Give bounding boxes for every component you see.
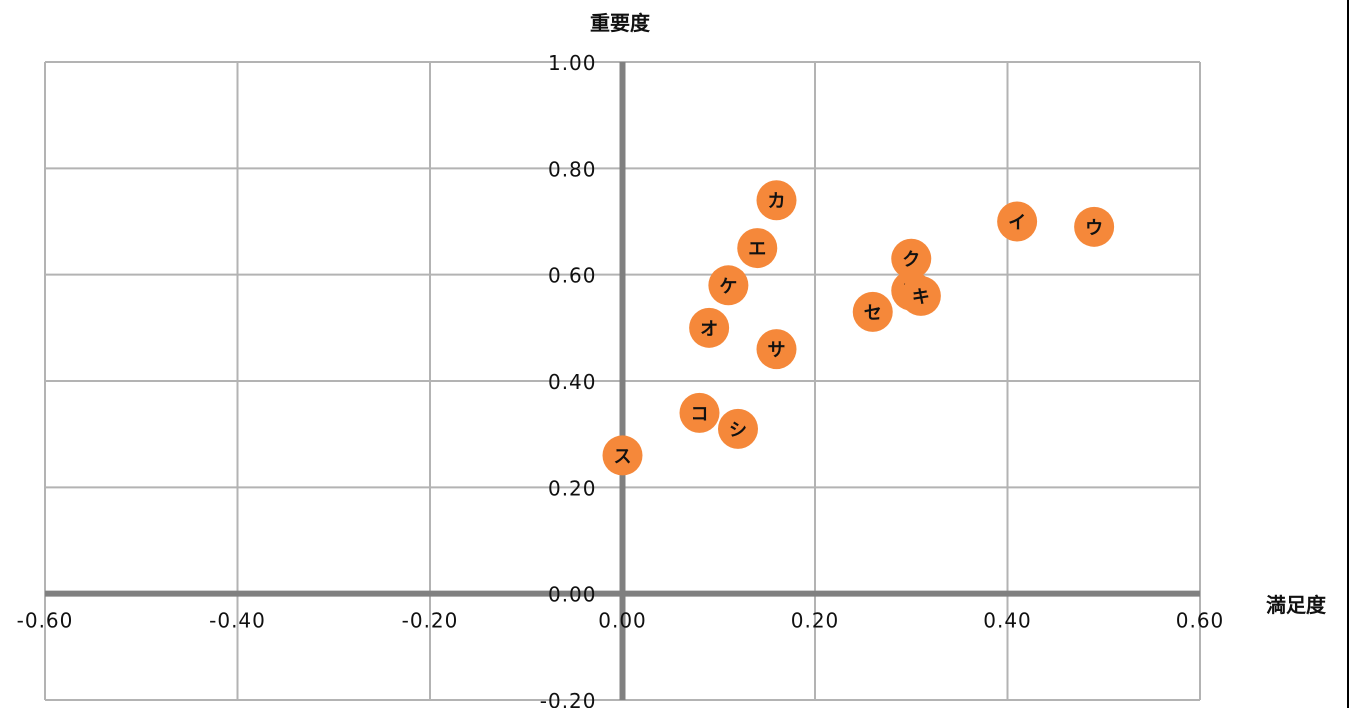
point-label: カ [768,191,786,212]
y-tick-label: 0.40 [548,370,597,394]
point-label: ス [614,446,632,467]
point-marker [756,180,797,221]
point-label: シ [729,420,747,441]
point-marker [679,392,720,433]
data-point: シ [718,408,758,449]
x-axis-title: 満足度 [1266,593,1327,617]
point-label: オ [700,319,718,340]
point-marker [891,238,932,279]
data-point: コ [679,392,720,433]
data-points: アイウエオカキクケコサシスセ [602,180,1115,476]
data-point: エ [737,228,778,269]
data-point: イ [997,201,1038,242]
x-tick-label: 0.40 [983,609,1032,633]
point-marker [756,329,797,370]
x-tick-label: -0.60 [17,609,74,633]
point-marker [689,307,730,348]
data-point: キ [900,275,941,316]
y-tick-label: 0.00 [548,583,597,607]
point-marker [1074,206,1115,247]
point-label: セ [864,303,882,324]
data-point: ス [602,435,643,476]
y-tick-label: 1.00 [548,51,597,75]
point-marker [852,291,893,332]
zero-axes [45,62,1200,700]
point-marker [718,408,758,449]
x-tick-label: 0.20 [791,609,840,633]
x-tick-label: -0.40 [209,609,266,633]
point-label: エ [748,239,766,260]
point-marker [708,265,749,306]
data-point: ウ [1074,206,1115,247]
data-point: カ [756,180,797,221]
data-point: セ [852,291,893,332]
point-label: ク [902,250,920,271]
y-tick-label: -0.20 [540,689,597,708]
point-label: コ [691,404,709,425]
point-label: イ [1008,213,1026,234]
frame-border [1347,0,1349,708]
y-tick-label: 0.80 [548,157,597,181]
data-point: オ [689,307,730,348]
data-point: ケ [708,265,749,306]
y-axis-title: 重要度 [590,11,651,35]
point-label: サ [768,340,786,361]
point-label: ウ [1085,218,1103,239]
point-marker [602,435,643,476]
data-point: サ [756,329,797,370]
point-label: ケ [719,276,737,297]
point-label: キ [912,287,930,308]
x-tick-label: 0.60 [1176,609,1225,633]
point-marker [997,201,1038,242]
x-tick-label: -0.20 [402,609,459,633]
point-marker [900,275,941,316]
point-marker [737,228,778,269]
y-tick-label: 0.20 [548,476,597,500]
x-tick-label: 0.00 [598,609,647,633]
data-point: ク [891,238,932,279]
y-tick-label: 0.60 [548,264,597,288]
tick-labels: -0.20 0.00 0.20 0.40 0.60 0.80 1.00 -0.60 -0.40 -… [17,51,1225,708]
